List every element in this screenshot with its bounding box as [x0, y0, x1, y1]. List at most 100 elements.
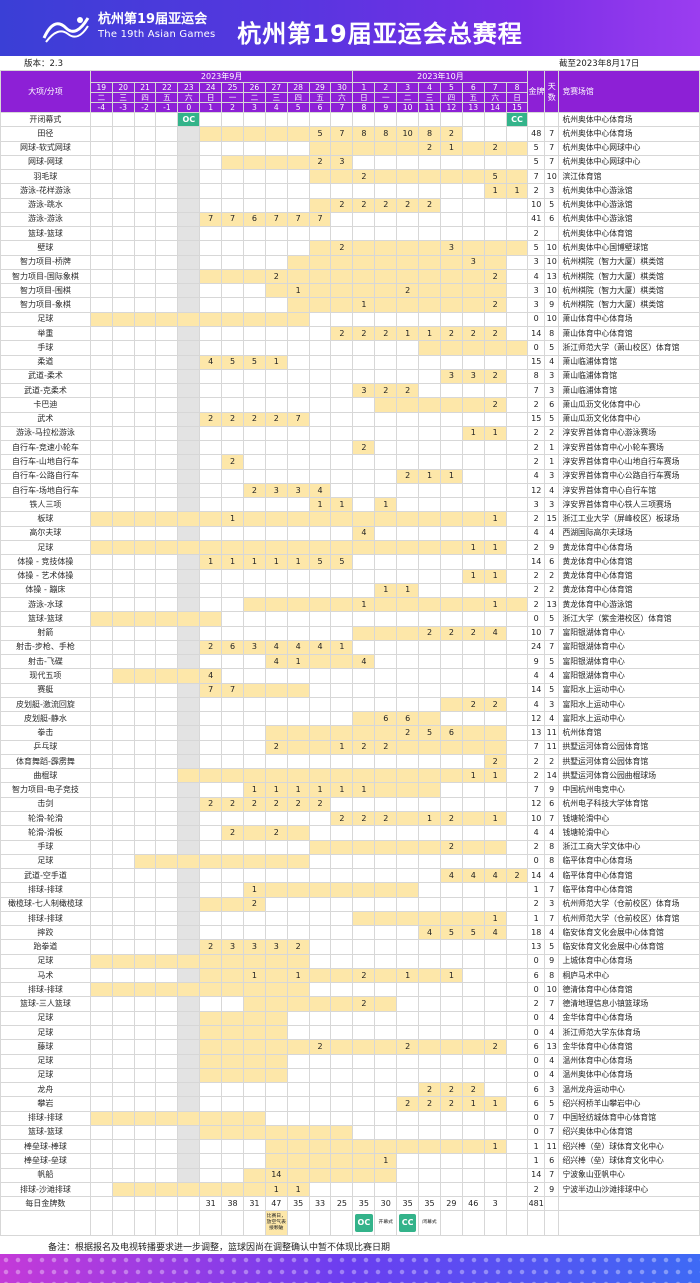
day-cell: [221, 468, 244, 484]
event-name: 龙舟: [0, 1082, 91, 1098]
event-name: 板球: [0, 511, 91, 527]
footnote: 备注：根据报名及电视转播要求进一步调整，篮球因尚在调整确认中暂不体现比赛日期: [0, 1240, 700, 1254]
day-cell: 2: [439, 839, 463, 855]
schedule-row: 体育舞蹈-霹雳舞 2 2 2 拱墅运河体育公园体育馆: [0, 753, 700, 770]
daily-gold-total: [89, 1196, 113, 1212]
day-cell: [439, 996, 463, 1012]
day-cell: [396, 639, 420, 656]
day-cell: [505, 1010, 529, 1027]
header-row-month: 大项/分项2023年9月2023年10月金牌数天数竞赛场馆: [0, 70, 700, 113]
day-cell: 2: [374, 197, 398, 213]
daynum-cell: 10: [396, 102, 420, 113]
day-cell: [418, 311, 441, 327]
day-cell: [396, 1110, 420, 1126]
day-cell: 1: [461, 1096, 485, 1112]
day-cell: [221, 1010, 244, 1027]
day-cell: [396, 297, 420, 313]
days-count: 8: [543, 839, 560, 855]
day-cell: [221, 739, 244, 755]
day-cell: [133, 554, 157, 570]
schedule-row: 游泳-水球 1 1 2 13 黄龙体育中心游泳馆: [0, 597, 700, 613]
day-cell: 2: [396, 1096, 420, 1112]
days-count: 7: [543, 639, 560, 656]
day-cell: [199, 169, 223, 185]
day-cell: [177, 896, 201, 912]
weekday-cell: 六: [177, 92, 201, 103]
day-cell: [505, 1124, 529, 1141]
event-name: 足球: [0, 539, 91, 556]
day-cell: [242, 1039, 266, 1055]
day-cell: 4: [286, 639, 310, 656]
event-name: 攀岩: [0, 1096, 91, 1112]
day-cell: [374, 597, 398, 613]
days-count: 4: [543, 482, 560, 499]
day-cell: [242, 1067, 266, 1084]
schedule-row: 游泳-马拉松游泳 1 1 2 2 淳安界首体育中心游泳赛场: [0, 425, 700, 442]
day-cell: [155, 1067, 179, 1084]
venue-name: 德清地理信息小镇篮球场: [558, 996, 700, 1012]
day-cell: [308, 696, 332, 713]
day-cell: [505, 368, 529, 385]
day-cell: [374, 440, 398, 456]
schedule-row: 手球 0 5 浙江师范大学（萧山校区）体育馆: [0, 340, 700, 356]
day-cell: [242, 468, 266, 484]
days-count: 4: [543, 868, 560, 884]
day-cell: [242, 753, 266, 770]
day-cell: 1: [461, 568, 485, 584]
day-cell: [264, 625, 288, 641]
event-name: 体操 - 艺术体操: [0, 568, 91, 584]
day-cell: [155, 1039, 179, 1055]
day-cell: [89, 1024, 113, 1041]
day-cell: [199, 425, 223, 442]
schedule-row: 智力项目-桥牌 3 3 10 杭州棋院（智力大厦）棋类馆: [0, 254, 700, 270]
day-cell: [439, 226, 463, 242]
day-cell: [133, 939, 157, 955]
day-cell: [242, 440, 266, 456]
event-name: 网球-网球: [0, 154, 91, 171]
day-cell: [352, 853, 376, 870]
day-cell: [133, 368, 157, 385]
day-cell: [505, 725, 529, 741]
gold-count: 2: [527, 753, 545, 770]
daily-gold-total: [155, 1196, 179, 1212]
day-cell: [177, 497, 201, 513]
day-cell: [155, 1096, 179, 1112]
day-cell: [89, 111, 113, 128]
day-cell: [199, 1110, 223, 1126]
gold-count: 3: [527, 254, 545, 270]
day-cell: [89, 711, 113, 727]
day-cell: [439, 1010, 463, 1027]
totals-label: 每日金牌数: [0, 1196, 91, 1212]
day-cell: [111, 454, 135, 470]
day-cell: [155, 411, 179, 427]
day-cell: 1: [264, 782, 288, 798]
days-count: 4: [543, 925, 560, 941]
day-cell: [221, 525, 244, 541]
day-cell: [461, 1153, 485, 1169]
day-cell: [418, 868, 441, 884]
day-cell: [111, 1010, 135, 1027]
day-cell: [352, 226, 376, 242]
day-cell: [308, 440, 332, 456]
day-cell: [242, 868, 266, 884]
day-cell: 1: [418, 468, 441, 484]
gold-count: 0: [527, 611, 545, 627]
header-row-date: 19 20 21 22 23 24 25 26 27 28 29 30 1 2 3 4 5 6 7 8: [1, 82, 700, 93]
day-cell: [396, 654, 420, 670]
daily-gold-total: 31: [242, 1196, 266, 1212]
day-cell: [352, 711, 376, 727]
day-cell: [111, 111, 135, 128]
day-cell: [505, 454, 529, 470]
day-cell: [242, 169, 266, 185]
day-cell: [199, 1096, 223, 1112]
day-cell: [330, 839, 354, 855]
day-cell: [221, 882, 244, 898]
venue-name: 金华体育中心体育馆: [558, 1039, 700, 1055]
day-cell: [330, 939, 354, 955]
day-cell: [352, 482, 376, 499]
day-cell: [133, 440, 157, 456]
days-count: 5: [543, 340, 560, 356]
day-cell: [264, 240, 288, 256]
venue-name: 淳安界首体育中心铁人三项赛场: [558, 497, 700, 513]
schedule-row: 手球 2 2 8 浙江工商大学文体中心: [0, 839, 700, 855]
